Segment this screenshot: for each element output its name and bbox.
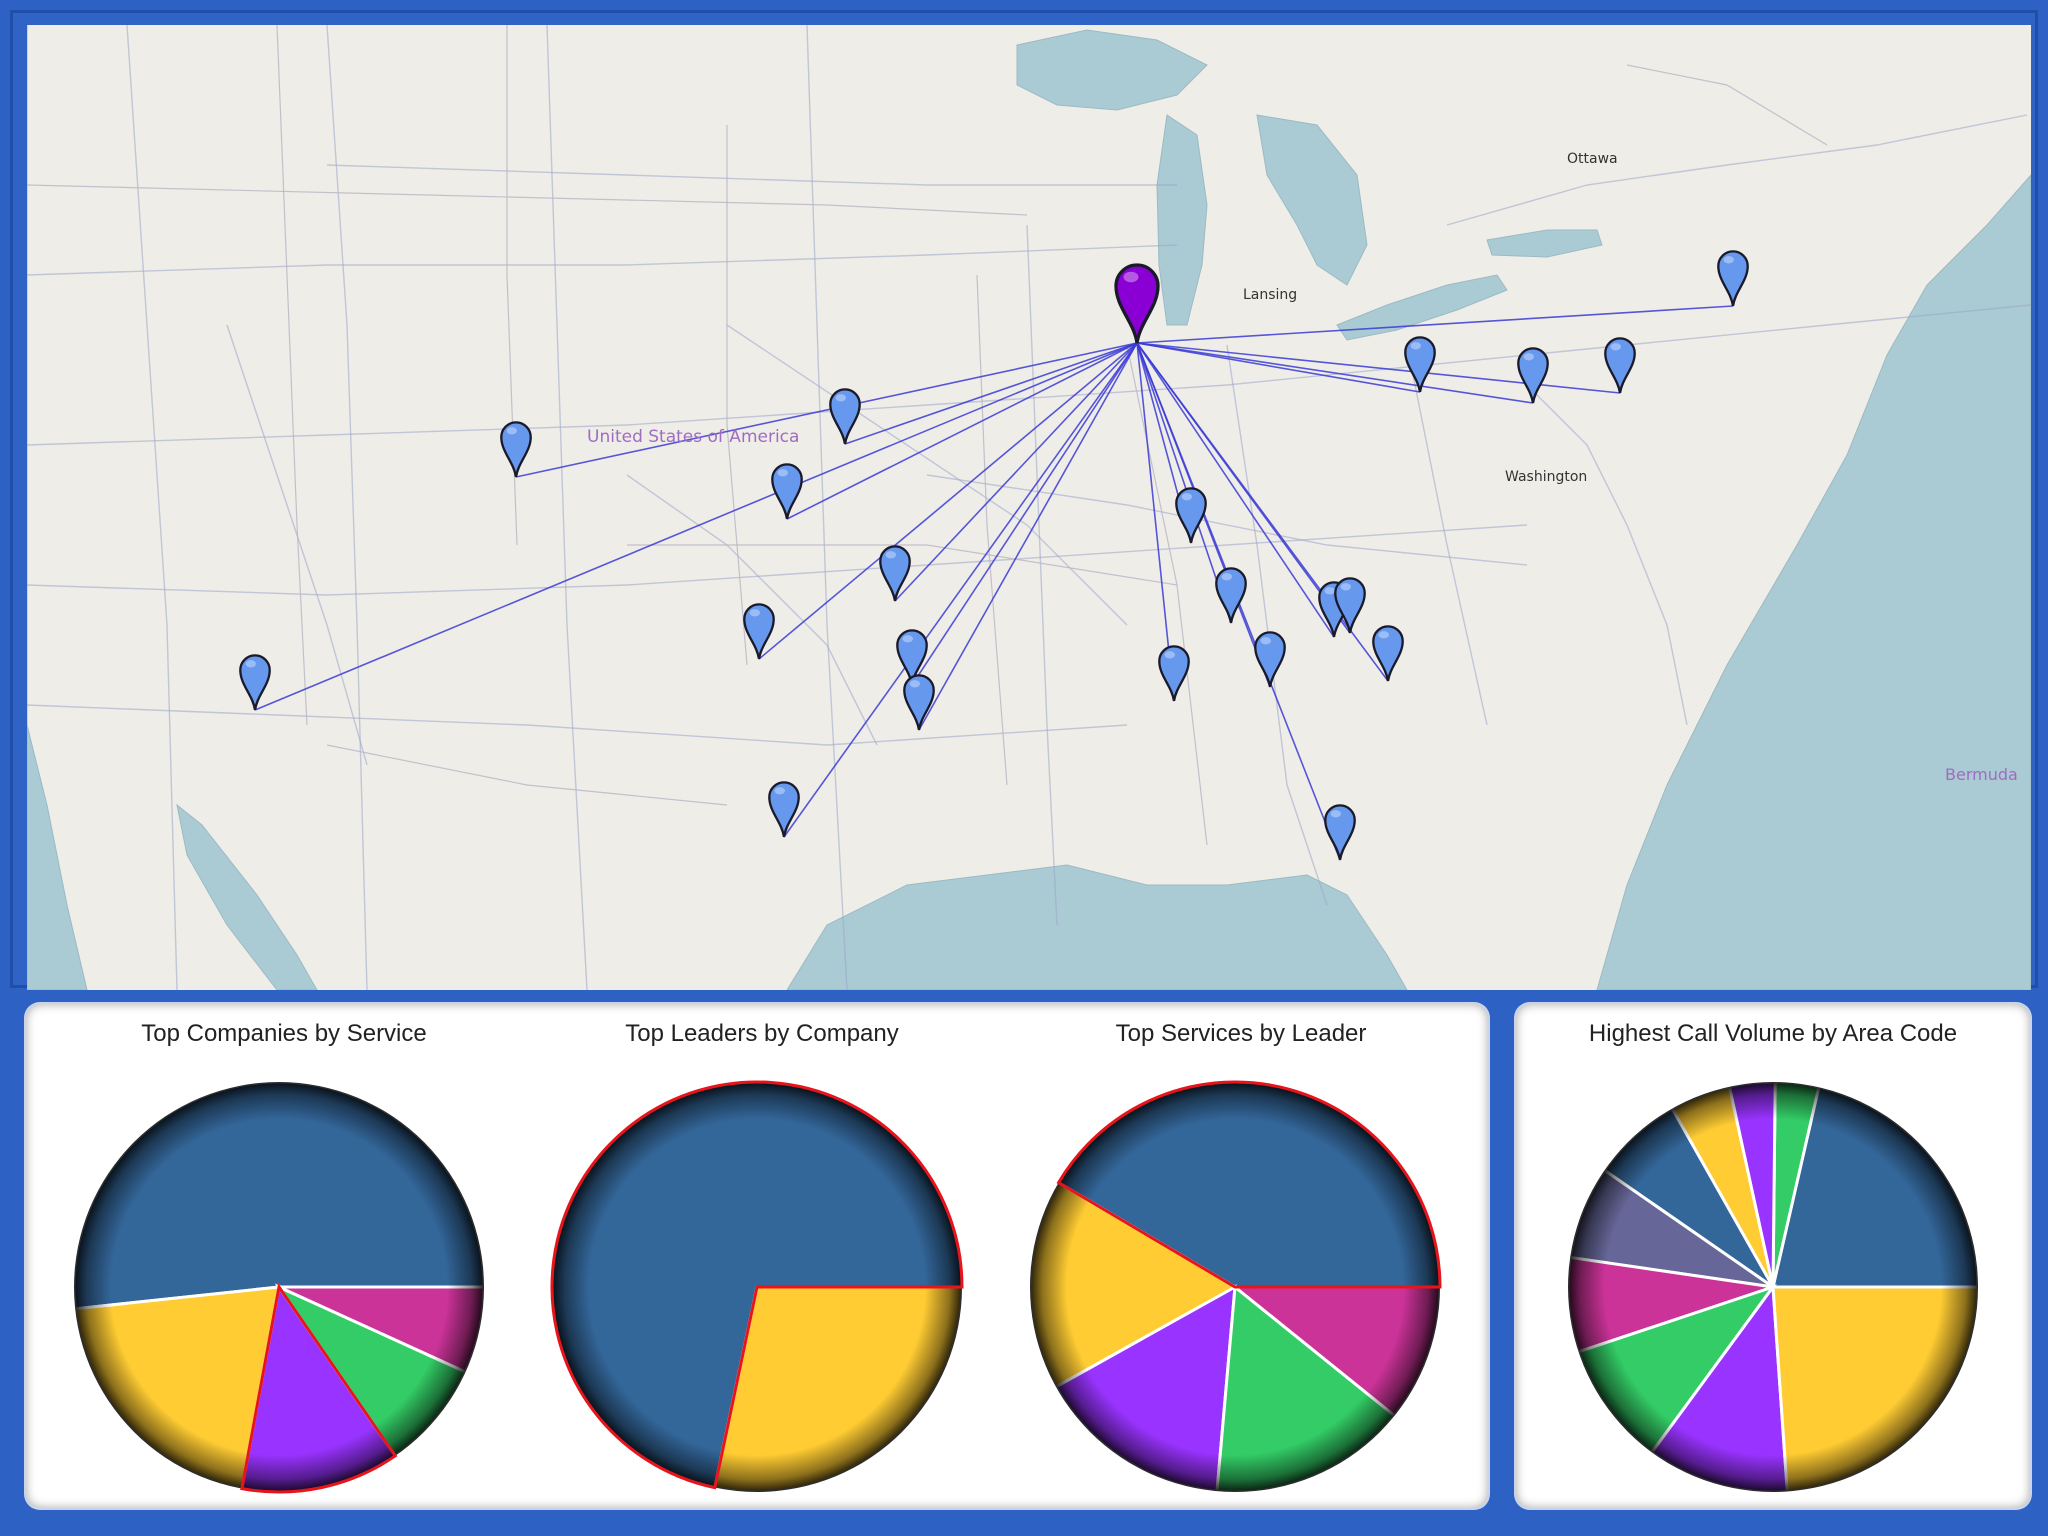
- route-line: [844, 342, 1138, 445]
- map-marker-pin[interactable]: [239, 654, 271, 711]
- route-line: [1136, 342, 1534, 404]
- charts-panel-main: Top Companies by Service Top Leaders by …: [26, 1004, 1488, 1508]
- map-marker-pin[interactable]: [1717, 250, 1749, 307]
- route-line: [786, 342, 1138, 520]
- map-marker-pin[interactable]: [879, 545, 911, 602]
- map-marker-pin[interactable]: [1215, 567, 1247, 624]
- city-label-lansing: Lansing: [1243, 287, 1298, 303]
- map-marker-pin[interactable]: [771, 463, 803, 520]
- map-marker-pin[interactable]: [829, 388, 861, 445]
- chart-title-leaders-by-company: Top Leaders by Company: [625, 1020, 899, 1047]
- pie-chart-leaders-by-company[interactable]: [542, 1072, 972, 1502]
- map-marker-pin[interactable]: [1324, 804, 1356, 861]
- map-hub-pin[interactable]: [1114, 263, 1160, 344]
- pie-slice[interactable]: [72, 1080, 486, 1311]
- pie-slice-highlight: [550, 1080, 964, 1490]
- route-line: [515, 342, 1138, 478]
- city-label-ottawa: Ottawa: [1567, 151, 1618, 167]
- map-marker-pin[interactable]: [1604, 337, 1636, 394]
- island-label-bermuda: Bermuda: [1945, 765, 2018, 784]
- map-canvas[interactable]: [27, 25, 2031, 990]
- map-marker-pin[interactable]: [1158, 645, 1190, 702]
- pie-slice-highlight: [240, 1283, 398, 1494]
- chart-title-call-volume-by-area-code: Highest Call Volume by Area Code: [1588, 1020, 1958, 1047]
- route-line: [1136, 305, 1734, 344]
- map-marker-pin[interactable]: [1254, 631, 1286, 688]
- map-marker-pin[interactable]: [500, 421, 532, 478]
- map-marker-pin[interactable]: [1517, 347, 1549, 404]
- map-marker-pin[interactable]: [1404, 336, 1436, 393]
- route-line: [1136, 342, 1175, 702]
- route-line: [1136, 342, 1421, 393]
- route-line: [783, 342, 1138, 838]
- charts-area: Top Companies by Service Top Leaders by …: [10, 990, 2038, 1526]
- route-line: [1136, 342, 1389, 682]
- route-line: [1136, 342, 1232, 624]
- pie-slice[interactable]: [1771, 1285, 1980, 1494]
- map-marker-pin[interactable]: [768, 781, 800, 838]
- map-view[interactable]: Ottawa Lansing Washington United States …: [27, 25, 2031, 990]
- map-marker-pin[interactable]: [903, 674, 935, 731]
- route-line: [254, 342, 1138, 711]
- map-marker-pin[interactable]: [1334, 577, 1366, 634]
- country-label: United States of America: [587, 427, 800, 447]
- route-line: [911, 342, 1138, 686]
- pie-chart-call-volume-by-area-code[interactable]: [1558, 1072, 1988, 1502]
- chart-title-services-by-leader: Top Services by Leader: [1115, 1020, 1367, 1047]
- route-line: [894, 342, 1138, 602]
- map-frame: Ottawa Lansing Washington United States …: [10, 10, 2038, 990]
- pie-slice-highlight: [1056, 1080, 1442, 1289]
- pie-chart-services-by-leader[interactable]: [1020, 1072, 1450, 1502]
- route-line: [918, 342, 1138, 731]
- map-marker-pin[interactable]: [1175, 487, 1207, 544]
- map-marker-pin[interactable]: [1372, 625, 1404, 682]
- chart-title-companies-by-service: Top Companies by Service: [141, 1020, 427, 1047]
- city-label-washington: Washington: [1505, 469, 1588, 485]
- map-marker-pin[interactable]: [743, 603, 775, 660]
- route-line: [758, 342, 1138, 660]
- pie-chart-companies-by-service[interactable]: [64, 1072, 494, 1502]
- route-line: [1136, 342, 1335, 638]
- charts-panel-call-volume: Highest Call Volume by Area Code: [1516, 1004, 2030, 1508]
- map-marker-pin[interactable]: [896, 629, 928, 686]
